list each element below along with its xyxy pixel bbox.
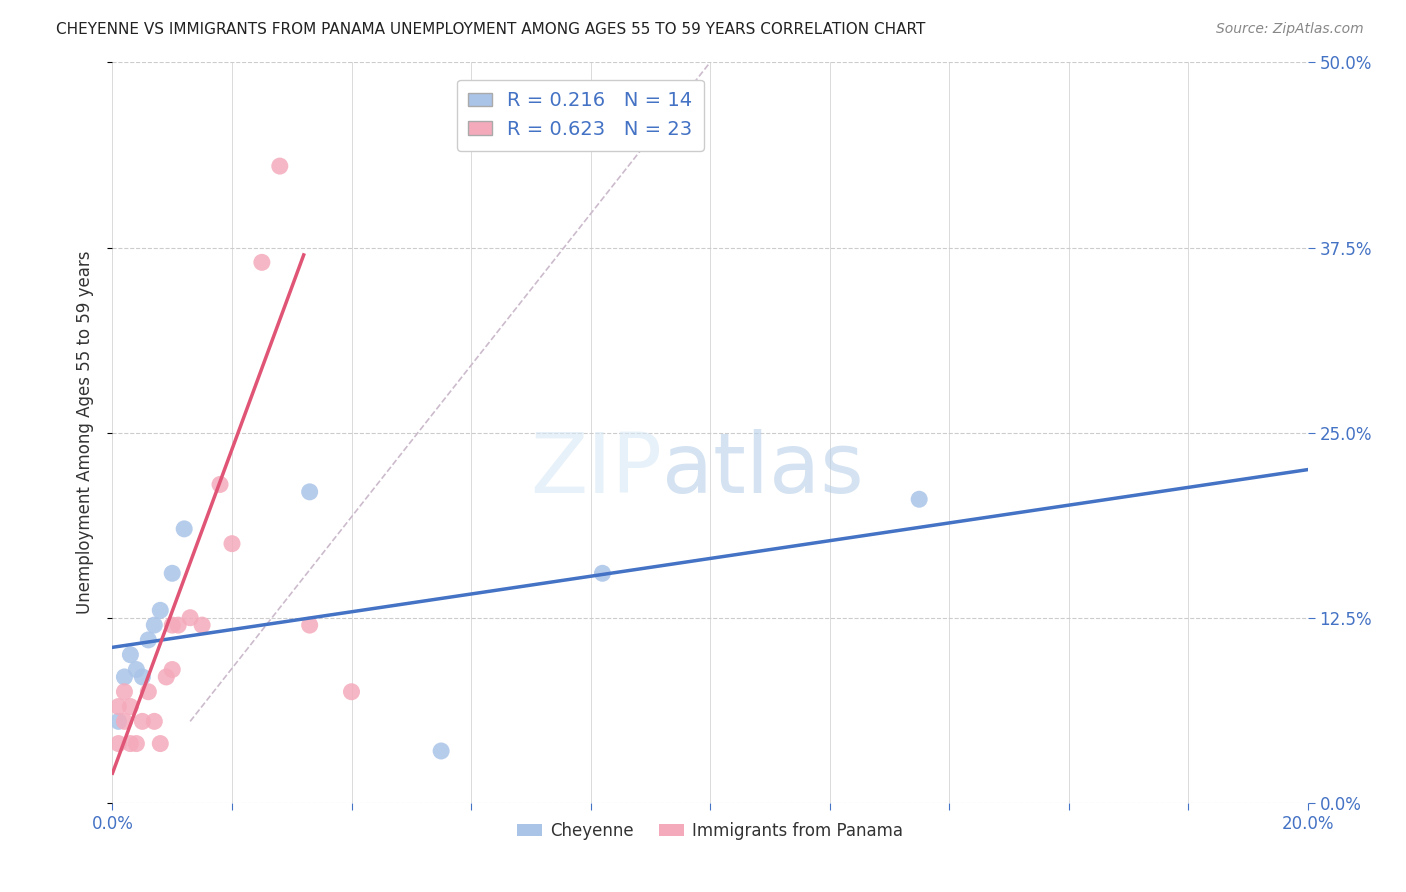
Point	[107, 737, 129, 751]
Point	[430, 744, 453, 758]
Point	[120, 699, 142, 714]
Point	[298, 484, 321, 499]
Point	[162, 618, 183, 632]
Point	[131, 714, 153, 729]
Point	[125, 663, 148, 677]
Point	[149, 603, 172, 617]
Point	[173, 522, 195, 536]
Point	[209, 477, 232, 491]
Point	[298, 618, 321, 632]
Point	[179, 610, 201, 624]
Point	[250, 255, 273, 269]
Point	[138, 632, 160, 647]
Point	[149, 737, 172, 751]
Point	[107, 699, 129, 714]
Point	[143, 618, 166, 632]
Point	[107, 714, 129, 729]
Point	[131, 670, 153, 684]
Point	[908, 492, 931, 507]
Point	[162, 663, 183, 677]
Point	[125, 737, 148, 751]
Text: atlas: atlas	[662, 429, 863, 510]
Point	[155, 670, 177, 684]
Point	[592, 566, 614, 581]
Text: CHEYENNE VS IMMIGRANTS FROM PANAMA UNEMPLOYMENT AMONG AGES 55 TO 59 YEARS CORREL: CHEYENNE VS IMMIGRANTS FROM PANAMA UNEMP…	[56, 22, 925, 37]
Point	[340, 685, 363, 699]
Point	[191, 618, 214, 632]
Point	[143, 714, 166, 729]
Legend: Cheyenne, Immigrants from Panama: Cheyenne, Immigrants from Panama	[510, 815, 910, 847]
Point	[162, 566, 183, 581]
Point	[114, 714, 135, 729]
Point	[269, 159, 291, 173]
Point	[221, 536, 243, 550]
Point	[138, 685, 160, 699]
Point	[114, 670, 135, 684]
Point	[120, 648, 142, 662]
Y-axis label: Unemployment Among Ages 55 to 59 years: Unemployment Among Ages 55 to 59 years	[76, 251, 94, 615]
Point	[167, 618, 190, 632]
Text: Source: ZipAtlas.com: Source: ZipAtlas.com	[1216, 22, 1364, 37]
Point	[114, 685, 135, 699]
Point	[120, 737, 142, 751]
Text: ZIP: ZIP	[530, 429, 662, 510]
